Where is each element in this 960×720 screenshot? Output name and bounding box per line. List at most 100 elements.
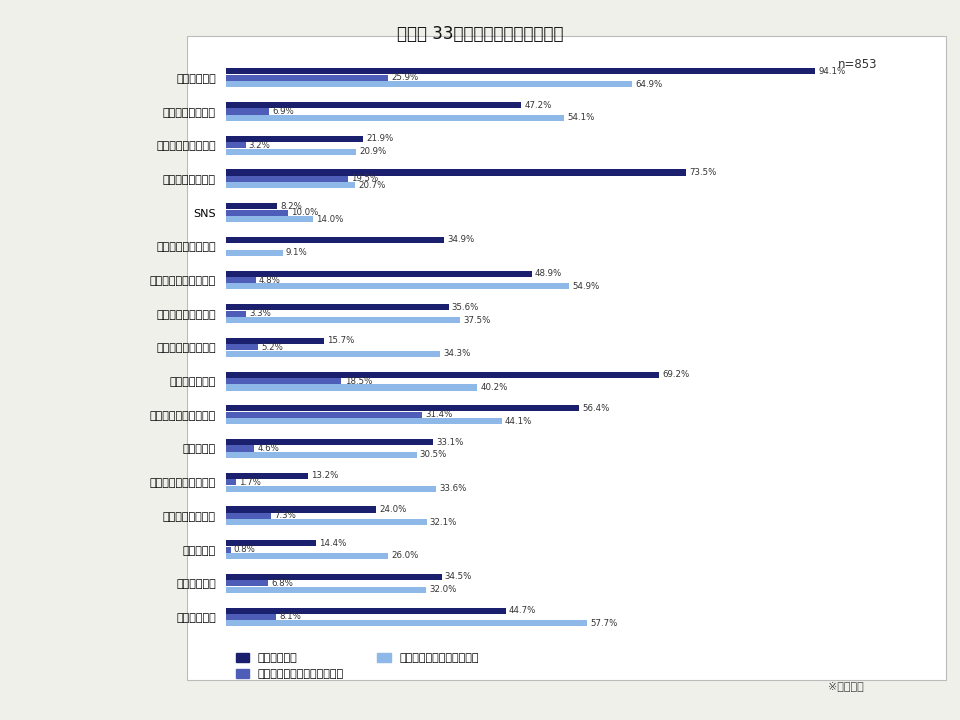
Text: 54.9%: 54.9% xyxy=(572,282,600,291)
Bar xyxy=(226,277,255,283)
Bar xyxy=(226,176,348,182)
Bar xyxy=(226,405,579,411)
Text: 34.5%: 34.5% xyxy=(444,572,472,581)
Bar xyxy=(226,351,441,357)
Text: 8.1%: 8.1% xyxy=(279,613,301,621)
Bar xyxy=(226,271,532,276)
Text: 40.2%: 40.2% xyxy=(481,383,508,392)
Text: 0.8%: 0.8% xyxy=(233,545,255,554)
Bar xyxy=(226,136,363,142)
Text: 6.9%: 6.9% xyxy=(272,107,294,116)
Bar xyxy=(226,109,269,114)
Text: 69.2%: 69.2% xyxy=(662,370,689,379)
Bar xyxy=(226,485,436,492)
Text: 20.7%: 20.7% xyxy=(358,181,386,190)
Bar xyxy=(226,446,254,451)
Text: 94.1%: 94.1% xyxy=(818,67,846,76)
Bar xyxy=(226,384,477,390)
Text: 10.0%: 10.0% xyxy=(292,208,319,217)
Bar xyxy=(226,540,316,546)
Bar xyxy=(226,513,272,519)
Text: 32.0%: 32.0% xyxy=(429,585,457,594)
Text: 3.2%: 3.2% xyxy=(249,140,271,150)
Text: 26.0%: 26.0% xyxy=(392,552,419,560)
Text: 32.1%: 32.1% xyxy=(430,518,457,527)
Text: 44.1%: 44.1% xyxy=(505,417,532,426)
Text: 20.9%: 20.9% xyxy=(360,147,387,156)
Text: 1.7%: 1.7% xyxy=(239,477,261,487)
Text: n=853: n=853 xyxy=(837,58,876,71)
Text: 15.7%: 15.7% xyxy=(327,336,354,346)
Bar xyxy=(226,203,276,210)
Bar xyxy=(226,305,448,310)
Text: 64.9%: 64.9% xyxy=(636,80,662,89)
Bar xyxy=(226,102,521,108)
Text: 73.5%: 73.5% xyxy=(689,168,716,177)
Text: 47.2%: 47.2% xyxy=(524,101,552,109)
Bar xyxy=(226,317,461,323)
Bar xyxy=(226,378,342,384)
Text: 7.3%: 7.3% xyxy=(275,511,297,521)
Bar xyxy=(226,506,376,513)
Bar xyxy=(226,182,355,189)
Text: 48.9%: 48.9% xyxy=(535,269,563,278)
Text: 33.1%: 33.1% xyxy=(436,438,464,446)
Text: 14.4%: 14.4% xyxy=(319,539,347,548)
Text: 3.3%: 3.3% xyxy=(250,309,272,318)
Text: 4.8%: 4.8% xyxy=(259,276,280,284)
Bar xyxy=(226,169,685,176)
Text: 56.4%: 56.4% xyxy=(582,404,610,413)
Bar xyxy=(226,338,324,344)
Bar xyxy=(226,216,313,222)
Bar xyxy=(226,587,426,593)
Text: 6.8%: 6.8% xyxy=(272,579,293,588)
Text: 19.5%: 19.5% xyxy=(350,174,378,184)
Text: 18.5%: 18.5% xyxy=(345,377,372,386)
Text: ※複数回答: ※複数回答 xyxy=(828,681,864,691)
Text: 57.7%: 57.7% xyxy=(590,619,617,628)
Text: 54.1%: 54.1% xyxy=(567,114,595,122)
Text: （図表 33）正規職員採用活動経路: （図表 33）正規職員採用活動経路 xyxy=(396,25,564,43)
Text: 37.5%: 37.5% xyxy=(464,315,491,325)
Text: 25.9%: 25.9% xyxy=(391,73,419,82)
Bar xyxy=(226,250,282,256)
Bar xyxy=(226,553,389,559)
Bar xyxy=(226,237,444,243)
Legend: 利用している, 効果があった（新卸者採用）, 効果があった（中途採用）: 利用している, 効果があった（新卸者採用）, 効果があった（中途採用） xyxy=(231,649,484,684)
Bar xyxy=(226,81,632,87)
Text: 33.6%: 33.6% xyxy=(439,484,467,493)
Bar xyxy=(226,412,422,418)
Bar xyxy=(226,608,506,613)
Text: 4.6%: 4.6% xyxy=(257,444,279,453)
Bar xyxy=(226,621,587,626)
Bar xyxy=(226,372,659,378)
Bar xyxy=(226,574,442,580)
Text: 13.2%: 13.2% xyxy=(311,472,339,480)
Bar xyxy=(226,344,258,351)
Bar xyxy=(226,580,268,586)
Bar xyxy=(226,142,246,148)
Text: 14.0%: 14.0% xyxy=(317,215,344,223)
Bar xyxy=(226,418,502,424)
Bar xyxy=(226,452,417,458)
Bar xyxy=(226,284,569,289)
Bar xyxy=(226,68,815,74)
Text: 31.4%: 31.4% xyxy=(425,410,453,419)
Text: 30.5%: 30.5% xyxy=(420,451,447,459)
Bar xyxy=(226,479,236,485)
Bar xyxy=(226,310,247,317)
Bar xyxy=(226,473,308,479)
Bar xyxy=(226,439,433,445)
Text: 35.6%: 35.6% xyxy=(452,303,479,312)
Text: 9.1%: 9.1% xyxy=(286,248,307,257)
Bar xyxy=(226,148,356,155)
Text: 8.2%: 8.2% xyxy=(280,202,302,211)
Text: 44.7%: 44.7% xyxy=(509,606,536,615)
Bar xyxy=(226,115,564,121)
Text: 21.9%: 21.9% xyxy=(366,135,394,143)
Text: 34.3%: 34.3% xyxy=(444,349,471,359)
Bar xyxy=(226,546,230,553)
Text: 24.0%: 24.0% xyxy=(379,505,406,514)
Bar xyxy=(226,614,276,620)
Bar xyxy=(226,210,288,216)
